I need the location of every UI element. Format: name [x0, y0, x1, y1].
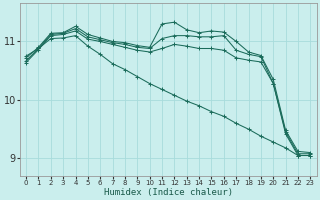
X-axis label: Humidex (Indice chaleur): Humidex (Indice chaleur) [104, 188, 233, 197]
